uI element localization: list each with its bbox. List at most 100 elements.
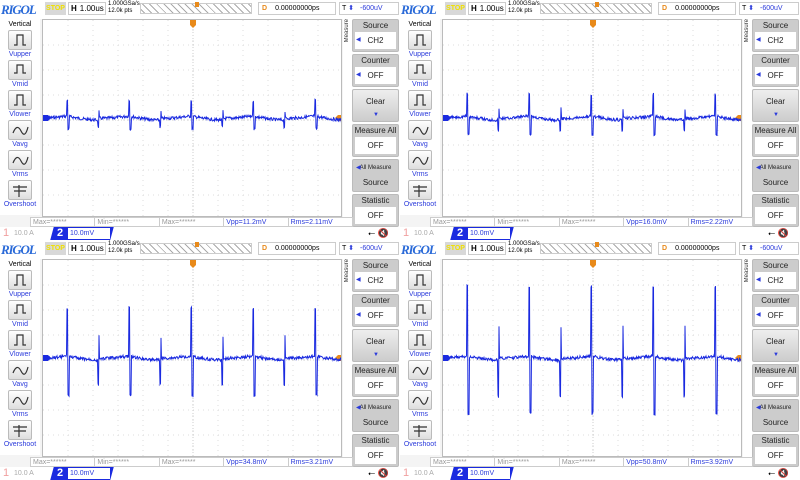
vmid-button[interactable] (8, 300, 32, 320)
channel-1-scale: 10.0 A (414, 230, 434, 237)
waveform-grid[interactable] (42, 19, 342, 217)
selector-arrow-icon: ◀ (356, 165, 361, 171)
overshoot-button[interactable] (8, 180, 32, 200)
clear-button[interactable]: Clear ▼ (752, 329, 799, 362)
vrms-button[interactable] (8, 150, 32, 170)
vlower-button[interactable] (8, 330, 32, 350)
all-measure-source-button[interactable]: All Measure Source ◀ (352, 159, 399, 192)
meas-slot: Max=****** (30, 217, 96, 227)
selector-arrow-icon: ◀ (756, 165, 761, 171)
vrms-button[interactable] (408, 390, 432, 410)
vavg-button[interactable] (8, 360, 32, 380)
trigger-box[interactable]: T ⬍ -600uV (339, 2, 399, 15)
vupper-label: Vupper (408, 291, 432, 298)
measure-all-button[interactable]: Measure All OFF (352, 364, 399, 397)
delay-box[interactable]: D 0.00000000ps (258, 2, 336, 15)
status-bar: RIGOL STOP H 1.00us 1.000GSa/s 12.0k pts D… (400, 240, 800, 259)
channel-1-scale: 10.0 A (414, 470, 434, 477)
memory-position-bar[interactable] (540, 2, 652, 14)
overshoot-button[interactable] (408, 420, 432, 440)
statistic-button[interactable]: Statistic OFF (752, 434, 799, 467)
channel-2-button[interactable]: 2 (457, 227, 464, 239)
vupper-button[interactable] (408, 30, 432, 50)
statistic-button[interactable]: Statistic OFF (752, 194, 799, 227)
memory-depth: 12.0k pts (108, 8, 133, 14)
memory-position-bar[interactable] (540, 242, 652, 254)
memory-position-bar[interactable] (140, 2, 252, 14)
chevron-down-icon: ▼ (373, 352, 379, 358)
source-button[interactable]: Source CH2 ◀ (352, 259, 399, 292)
waveform-grid[interactable] (442, 259, 742, 457)
trigger-box[interactable]: T ⬍ -600uV (739, 242, 799, 255)
menu-tab: Measure (344, 259, 350, 283)
overshoot-icon (413, 425, 427, 437)
chevron-down-icon: ▼ (773, 352, 779, 358)
vmid-button[interactable] (8, 60, 32, 80)
delay-box[interactable]: D 0.00000000ps (658, 2, 736, 15)
run-stop-status[interactable]: STOP (445, 242, 466, 255)
overshoot-button[interactable] (408, 180, 432, 200)
channel-1-button[interactable]: 1 (403, 227, 410, 239)
counter-button[interactable]: Counter OFF ◀ (752, 294, 799, 327)
vlower-button[interactable] (408, 330, 432, 350)
delay-box[interactable]: D 0.00000000ps (258, 242, 336, 255)
acquisition-info: 1.000GSa/s 12.0k pts (508, 1, 540, 15)
timebase-box[interactable]: H 1.00us (468, 242, 506, 255)
trigger-box[interactable]: T ⬍ -600uV (339, 242, 399, 255)
vavg-button[interactable] (8, 120, 32, 140)
vrms-button[interactable] (408, 150, 432, 170)
clear-button[interactable]: Clear ▼ (752, 89, 799, 122)
source-button[interactable]: Source CH2 ◀ (352, 19, 399, 52)
clear-button[interactable]: Clear ▼ (352, 89, 399, 122)
counter-button[interactable]: Counter OFF ◀ (352, 54, 399, 87)
vupper-button[interactable] (8, 270, 32, 290)
channel-2-button[interactable]: 2 (457, 467, 464, 479)
statistic-button[interactable]: Statistic OFF (352, 194, 399, 227)
delay-box[interactable]: D 0.00000000ps (658, 242, 736, 255)
vlower-button[interactable] (8, 90, 32, 110)
vupper-label: Vupper (8, 51, 32, 58)
measure-all-button[interactable]: Measure All OFF (352, 124, 399, 157)
channel-2-button[interactable]: 2 (57, 467, 64, 479)
vupper-button[interactable] (408, 270, 432, 290)
vupper-icon (414, 34, 426, 46)
trigger-box[interactable]: T ⬍ -600uV (739, 2, 799, 15)
all-measure-source-button[interactable]: All Measure Source ◀ (752, 159, 799, 192)
vupper-button[interactable] (8, 30, 32, 50)
measure-all-button[interactable]: Measure All OFF (752, 364, 799, 397)
channel-2-button[interactable]: 2 (57, 227, 64, 239)
delay-value: 0.00000000ps (675, 245, 720, 252)
channel-1-button[interactable]: 1 (3, 227, 10, 239)
timebase-box[interactable]: H 1.00us (68, 2, 106, 15)
all-measure-source-button[interactable]: All Measure Source ◀ (352, 399, 399, 432)
memory-position-bar[interactable] (140, 242, 252, 254)
sample-rate: 1.000GSa/s (108, 241, 140, 247)
vavg-button[interactable] (408, 360, 432, 380)
timebase-box[interactable]: H 1.00us (68, 242, 106, 255)
overshoot-button[interactable] (8, 420, 32, 440)
vmid-button[interactable] (408, 60, 432, 80)
vmid-button[interactable] (408, 300, 432, 320)
all-measure-source-button[interactable]: All Measure Source ◀ (752, 399, 799, 432)
source-button[interactable]: Source CH2 ◀ (752, 259, 799, 292)
channel-1-button[interactable]: 1 (403, 467, 410, 479)
run-stop-status[interactable]: STOP (45, 242, 66, 255)
vlower-button[interactable] (408, 90, 432, 110)
clear-button[interactable]: Clear ▼ (352, 329, 399, 362)
counter-button[interactable]: Counter OFF ◀ (752, 54, 799, 87)
timebase-box[interactable]: H 1.00us (468, 2, 506, 15)
measure-all-button[interactable]: Measure All OFF (752, 124, 799, 157)
channel-1-button[interactable]: 1 (3, 467, 10, 479)
timebase-value: 1.00us (479, 244, 504, 253)
waveform-grid[interactable] (442, 19, 742, 217)
source-button[interactable]: Source CH2 ◀ (752, 19, 799, 52)
vlower-icon (14, 94, 26, 106)
statistic-button[interactable]: Statistic OFF (352, 434, 399, 467)
vavg-button[interactable] (408, 120, 432, 140)
run-stop-status[interactable]: STOP (45, 2, 66, 15)
waveform-grid[interactable] (42, 259, 342, 457)
counter-button[interactable]: Counter OFF ◀ (352, 294, 399, 327)
vrms-button[interactable] (8, 390, 32, 410)
run-stop-status[interactable]: STOP (445, 2, 466, 15)
